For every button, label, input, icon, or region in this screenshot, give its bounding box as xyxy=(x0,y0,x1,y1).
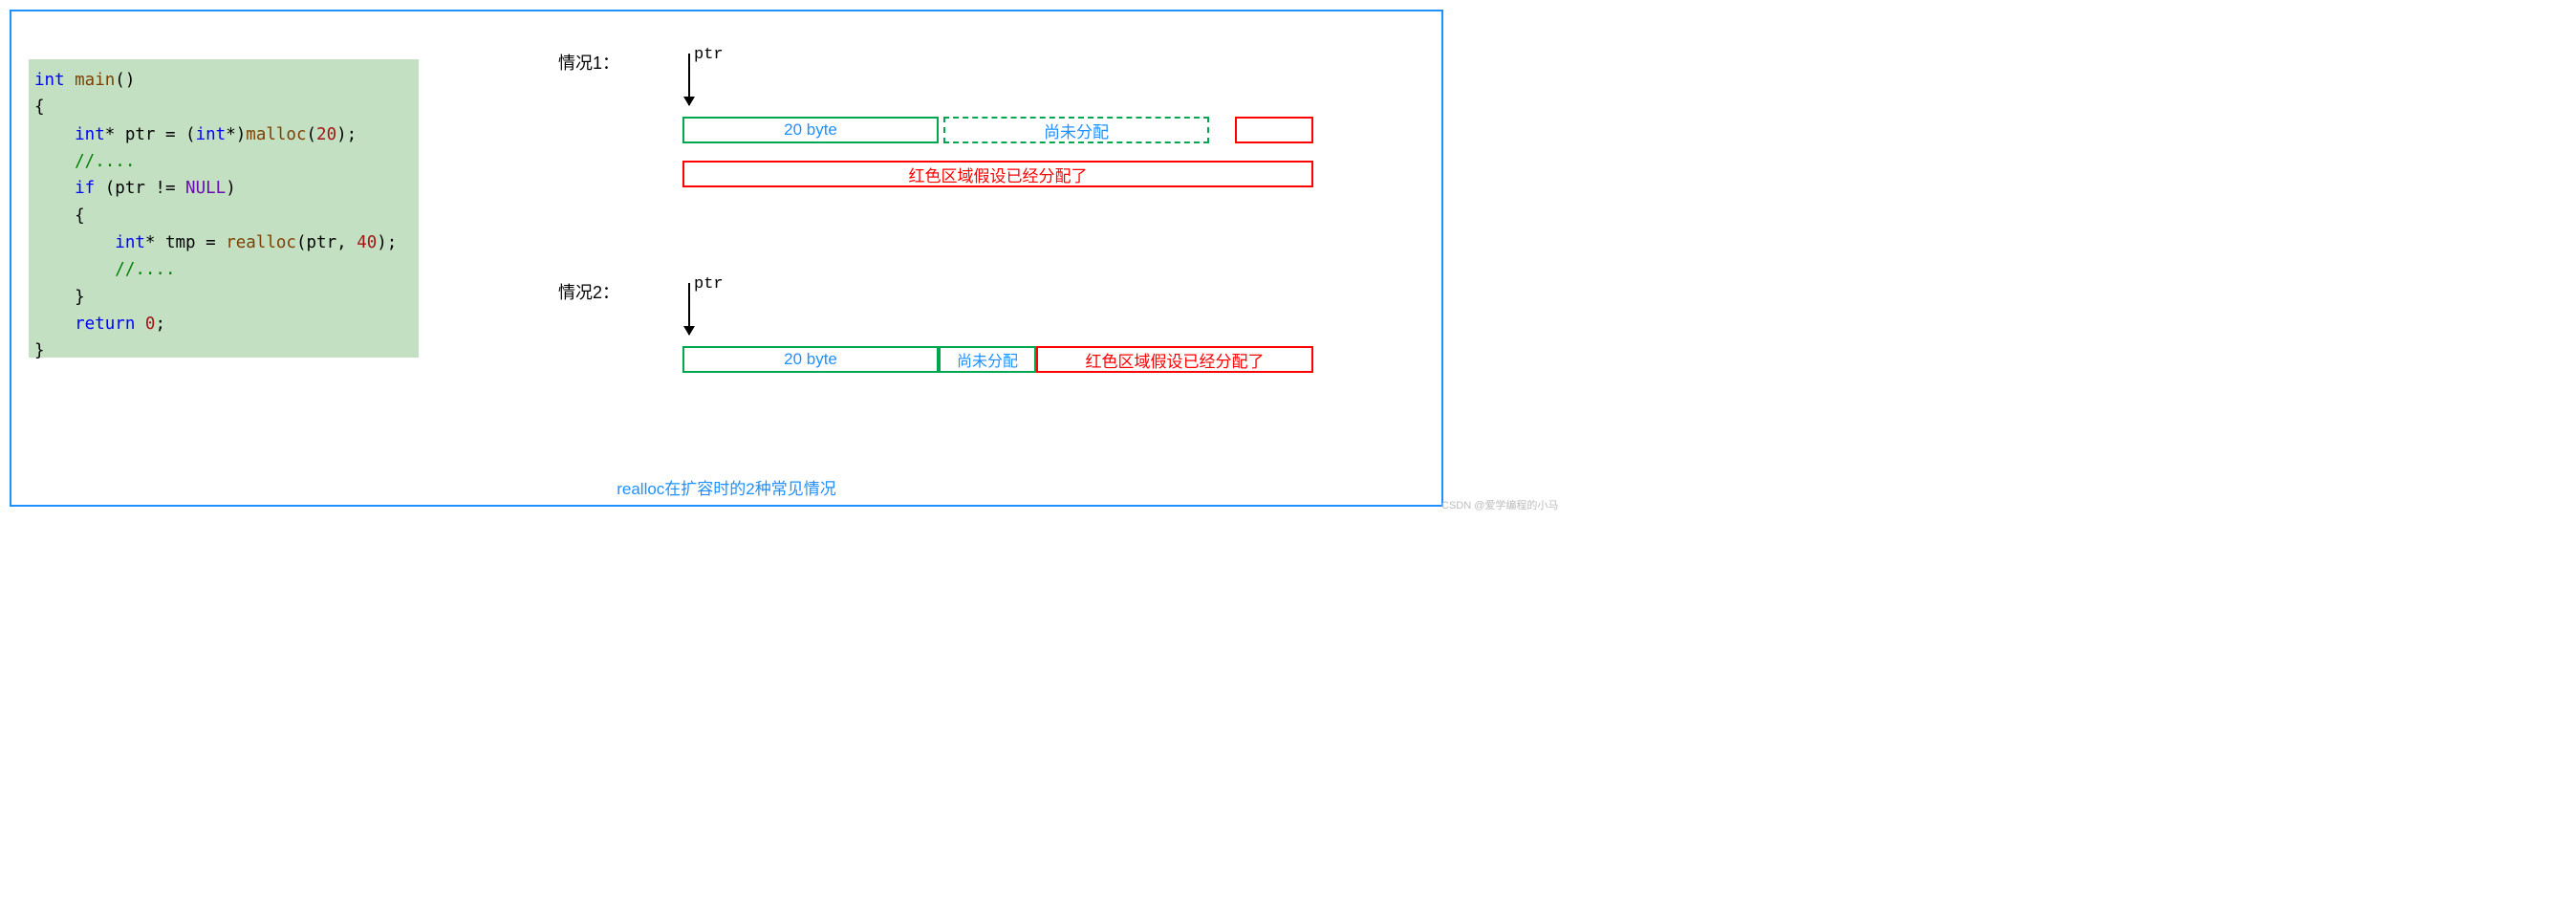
case1-unallocated-text: 尚未分配 xyxy=(1044,119,1109,142)
code-token: int xyxy=(34,125,105,144)
code-token: ( xyxy=(307,125,317,144)
code-token: * ptr = ( xyxy=(105,125,196,144)
case1-ptr-label: ptr xyxy=(694,46,724,64)
case2-label: 情况2： xyxy=(558,279,619,304)
code-token: { xyxy=(34,98,45,117)
case1-red-note-text: 红色区域假设已经分配了 xyxy=(909,163,1088,186)
case1-red-small-box xyxy=(1235,117,1313,143)
code-token: ) xyxy=(226,179,236,198)
code-token: (ptr, xyxy=(296,233,357,252)
code-token: } xyxy=(34,288,85,307)
case2-unallocated-box: 尚未分配 xyxy=(939,346,1036,373)
case2-red-text: 红色区域假设已经分配了 xyxy=(1086,348,1265,372)
case1-allocated-box: 20 byte xyxy=(682,117,939,143)
case2-allocated-box: 20 byte xyxy=(682,346,939,373)
watermark: CSDN @爱学编程的小马 xyxy=(1441,497,1558,512)
code-token: } xyxy=(34,341,45,360)
code-token: * tmp = xyxy=(145,233,226,252)
code-block: int main() { int* ptr = (int*)malloc(20)… xyxy=(29,59,419,358)
case2-ptr-label: ptr xyxy=(694,275,724,293)
code-token: ; xyxy=(155,315,165,334)
code-token: 20 xyxy=(316,125,336,144)
case1-label: 情况1： xyxy=(558,50,619,75)
code-token: main xyxy=(65,71,116,90)
code-token: NULL xyxy=(185,179,226,198)
case2-red-box: 红色区域假设已经分配了 xyxy=(1036,346,1313,373)
code-token: 40 xyxy=(357,233,377,252)
case1-allocated-text: 20 byte xyxy=(784,120,837,140)
code-token: (ptr != xyxy=(95,179,185,198)
case1-red-note-box: 红色区域假设已经分配了 xyxy=(682,161,1313,187)
code-token: { xyxy=(34,207,85,226)
code-token: ); xyxy=(336,125,357,144)
code-token: ); xyxy=(377,233,397,252)
code-token: int xyxy=(34,71,65,90)
diagram-frame: int main() { int* ptr = (int*)malloc(20)… xyxy=(10,10,1443,507)
code-token: if xyxy=(34,179,95,198)
code-token: *) xyxy=(226,125,246,144)
code-token: realloc xyxy=(226,233,296,252)
code-token: //.... xyxy=(34,260,176,279)
code-token: malloc xyxy=(246,125,306,144)
code-token: int xyxy=(196,125,227,144)
code-token: 0 xyxy=(145,315,156,334)
diagram-caption: realloc在扩容时的2种常见情况 xyxy=(617,475,836,499)
case2-unallocated-text: 尚未分配 xyxy=(957,348,1018,371)
case2-ptr-arrow xyxy=(688,283,690,335)
code-token: //.... xyxy=(34,152,135,171)
case1-unallocated-box: 尚未分配 xyxy=(943,117,1209,143)
case2-allocated-text: 20 byte xyxy=(784,350,837,369)
case1-ptr-arrow xyxy=(688,54,690,105)
code-token: () xyxy=(115,71,135,90)
code-token xyxy=(135,315,145,334)
code-token: return xyxy=(34,315,135,334)
code-token: int xyxy=(34,233,145,252)
